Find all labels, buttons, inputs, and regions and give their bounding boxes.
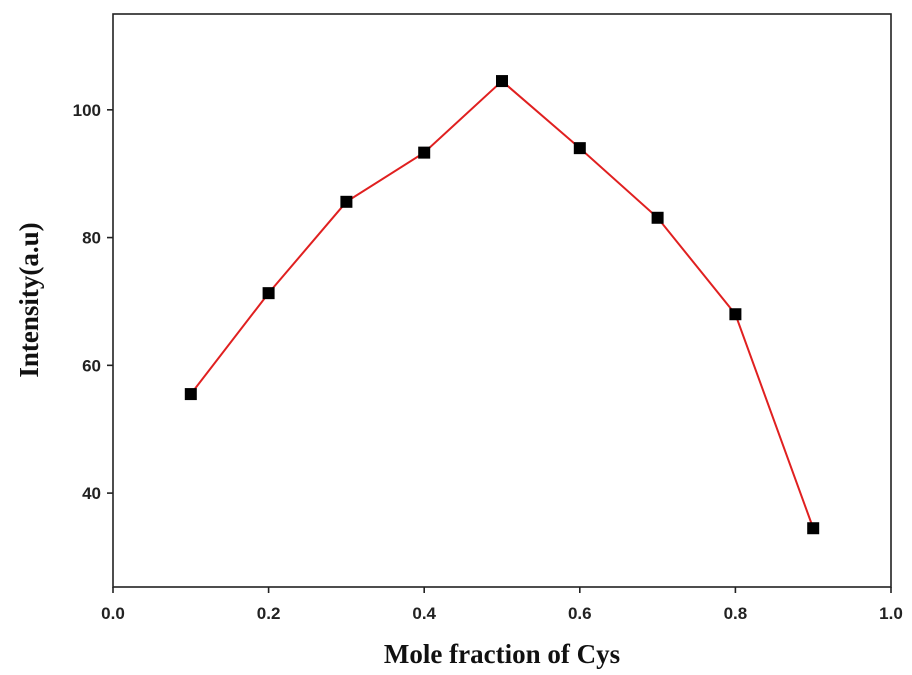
data-point bbox=[807, 522, 820, 535]
x-tick-label: 0.2 bbox=[257, 604, 281, 623]
y-tick-label: 40 bbox=[82, 484, 101, 503]
x-tick-label: 0.4 bbox=[412, 604, 436, 623]
plot-frame bbox=[112, 13, 892, 588]
data-point bbox=[496, 75, 508, 88]
x-axis-label: Mole fraction of Cys bbox=[384, 639, 620, 669]
x-tick-label: 1.0 bbox=[879, 604, 903, 623]
data-point bbox=[729, 308, 742, 321]
x-tick-label: 0.0 bbox=[101, 604, 125, 623]
data-point bbox=[340, 195, 353, 208]
x-tick-label: 0.6 bbox=[568, 604, 592, 623]
data-point bbox=[573, 142, 586, 155]
data-point bbox=[262, 287, 275, 300]
y-tick-label: 100 bbox=[73, 101, 101, 120]
data-point bbox=[184, 388, 197, 401]
y-axis-label: Intensity(a.u) bbox=[14, 222, 44, 377]
data-line bbox=[190, 79, 815, 529]
data-point bbox=[651, 211, 664, 224]
y-tick-label: 60 bbox=[82, 356, 101, 375]
data-point bbox=[418, 146, 431, 159]
x-tick-label: 0.8 bbox=[724, 604, 748, 623]
y-tick-label: 80 bbox=[82, 229, 101, 248]
